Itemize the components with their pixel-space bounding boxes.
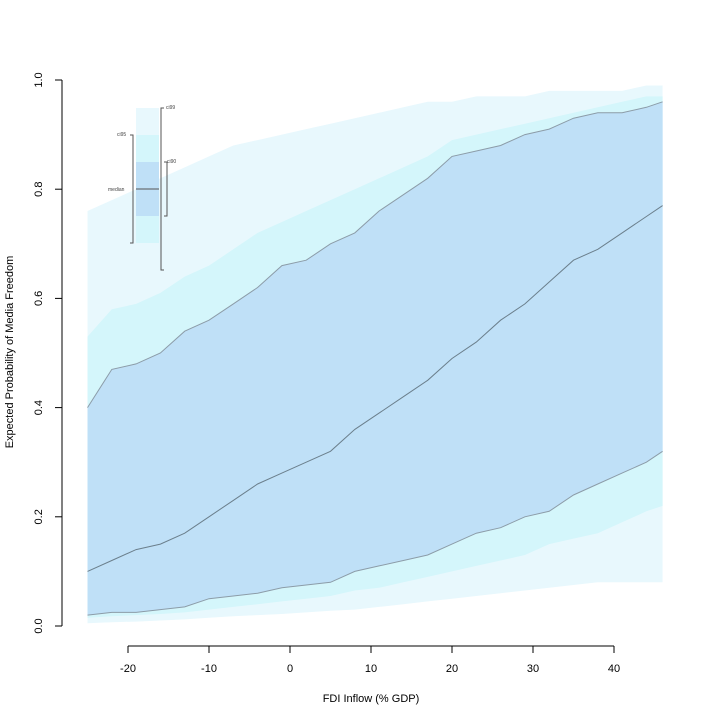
x-tick-label: -20 — [120, 663, 136, 675]
legend-label-median: median — [108, 187, 125, 193]
legend-bracket-ci99 — [160, 107, 164, 271]
legend-label-ci90: ci90 — [167, 159, 176, 165]
legend-label-ci99: ci99 — [166, 105, 175, 111]
x-tick-label: 20 — [446, 663, 458, 675]
axes: -20 -10 0 10 20 30 40 0.0 0.2 0.4 0.6 0.8 1.0 — [33, 72, 620, 675]
y-tick-label: 1.0 — [33, 72, 45, 87]
x-axis-title: FDI Inflow (% GDP) — [323, 693, 420, 705]
y-tick-label: 0.6 — [33, 291, 45, 306]
line-ci90-high — [87, 101, 663, 408]
y-tick-label: 0.2 — [33, 509, 45, 524]
legend-label-ci95: ci95 — [117, 132, 126, 138]
x-tick-label: 30 — [527, 663, 539, 675]
line-median — [87, 205, 663, 572]
y-tick-label: 0.8 — [33, 182, 45, 197]
legend-bracket-ci90 — [164, 161, 168, 217]
line-ci90-low — [87, 450, 663, 616]
legend-bracket-ci95 — [130, 134, 134, 244]
x-tick-label: -10 — [201, 663, 217, 675]
y-tick-label: 0.0 — [33, 618, 45, 633]
band-ci90 — [87, 101, 663, 616]
y-axis-title: Expected Probability of Media Freedom — [4, 256, 16, 449]
x-tick-label: 0 — [287, 663, 293, 675]
series-lines — [87, 101, 663, 616]
legend: ci99 ci95 ci90 median — [108, 105, 176, 271]
y-tick-label: 0.4 — [33, 400, 45, 415]
x-tick-label: 40 — [608, 663, 620, 675]
confidence-bands — [87, 85, 663, 624]
x-tick-label: 10 — [365, 663, 377, 675]
